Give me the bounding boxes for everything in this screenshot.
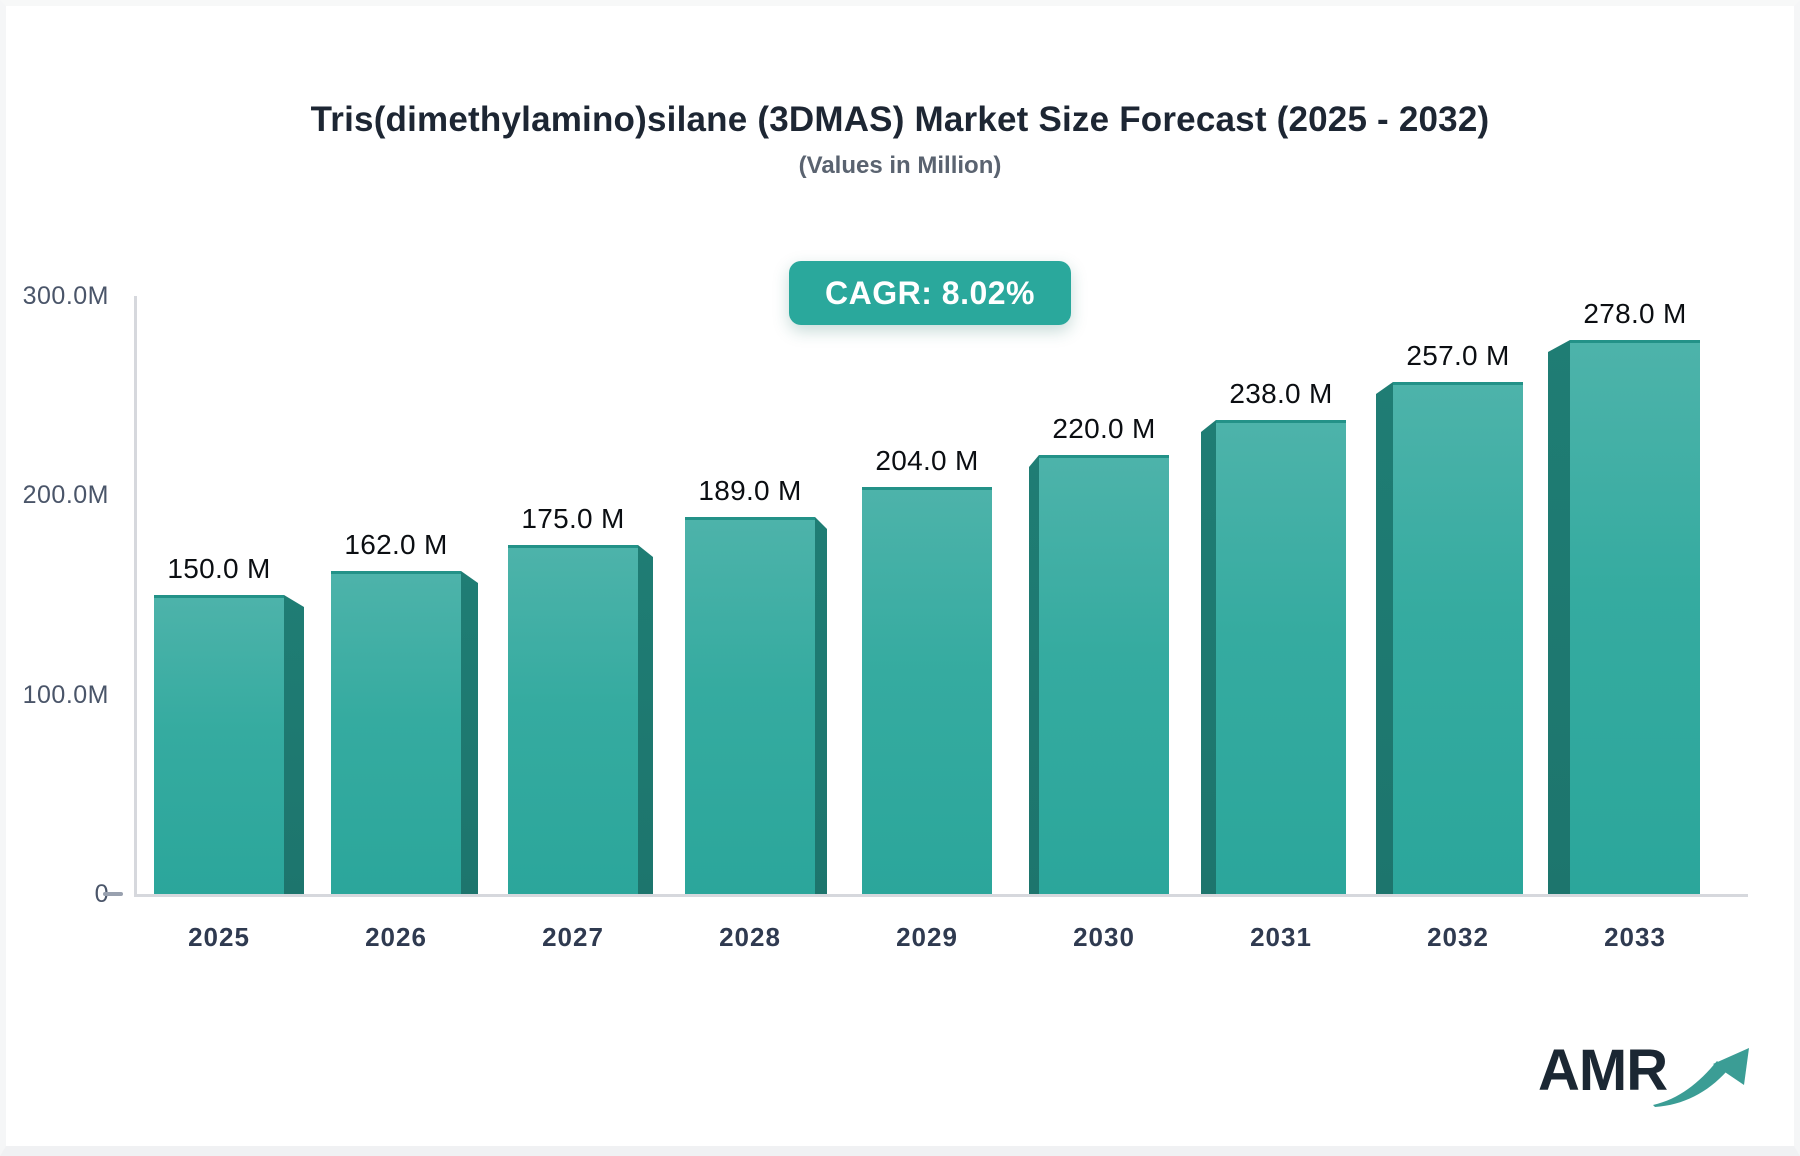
bar-value-label-2031: 238.0 M — [1229, 378, 1333, 409]
bar-side-panel-2027 — [638, 545, 653, 894]
bar-2027[interactable] — [508, 545, 638, 896]
bar-value-label-2028: 189.0 M — [698, 475, 802, 506]
y-tick-label-0: 0 — [94, 880, 109, 908]
bar-side-panel-2031 — [1201, 420, 1216, 894]
bar-side-panel-2026 — [461, 571, 478, 894]
brand-logo: AMR — [1538, 1041, 1751, 1111]
y-tick-label-100.0M: 100.0M — [22, 680, 109, 709]
bar-2031[interactable] — [1216, 420, 1346, 896]
bar-2028[interactable] — [685, 517, 815, 896]
y-tick-label-200.0M: 200.0M — [22, 481, 109, 510]
y-axis-line — [134, 296, 137, 897]
bar-value-label-2030: 220.0 M — [1052, 413, 1156, 444]
growth-arrow-icon — [1653, 1048, 1750, 1107]
bar-2032[interactable] — [1393, 382, 1523, 896]
x-axis-line — [134, 894, 1748, 897]
x-tick-label-2033: 2033 — [1604, 922, 1666, 952]
chart-subtitle: (Values in Million) — [798, 152, 1002, 179]
bar-2025[interactable] — [154, 595, 284, 896]
bar-value-label-2025: 150.0 M — [167, 553, 271, 584]
bar-value-label-2027: 175.0 M — [521, 503, 625, 534]
x-tick-label-2030: 2030 — [1073, 922, 1135, 952]
bar-2029[interactable] — [862, 487, 992, 896]
bar-value-label-2026: 162.0 M — [344, 529, 448, 560]
y-tick-label-300.0M: 300.0M — [22, 282, 109, 310]
bar-value-label-2029: 204.0 M — [875, 445, 979, 476]
bar-side-panel-2025 — [284, 595, 304, 894]
x-tick-label-2028: 2028 — [719, 922, 781, 952]
bar-side-panel-2032 — [1376, 382, 1393, 894]
y-tick-dash-zero — [103, 892, 123, 896]
bar-2033[interactable] — [1570, 340, 1700, 896]
x-tick-label-2027: 2027 — [542, 922, 604, 952]
bar-2026[interactable] — [331, 571, 461, 896]
x-tick-label-2032: 2032 — [1427, 922, 1489, 952]
x-tick-label-2025: 2025 — [188, 922, 250, 952]
x-tick-label-2026: 2026 — [365, 922, 427, 952]
bar-2030[interactable] — [1039, 455, 1169, 896]
bar-side-panel-2030 — [1029, 455, 1039, 894]
x-tick-label-2031: 2031 — [1250, 922, 1312, 952]
x-tick-label-2029: 2029 — [896, 922, 958, 952]
bar-value-label-2032: 257.0 M — [1406, 340, 1510, 371]
brand-logo-text: AMR — [1538, 1038, 1668, 1103]
bar-value-label-2033: 278.0 M — [1583, 298, 1687, 329]
cagr-badge: CAGR: 8.02% — [789, 261, 1071, 325]
chart-title: Tris(dimethylamino)silane (3DMAS) Market… — [310, 100, 1490, 139]
bar-side-panel-2033 — [1548, 340, 1570, 894]
bar-side-panel-2028 — [815, 517, 827, 894]
